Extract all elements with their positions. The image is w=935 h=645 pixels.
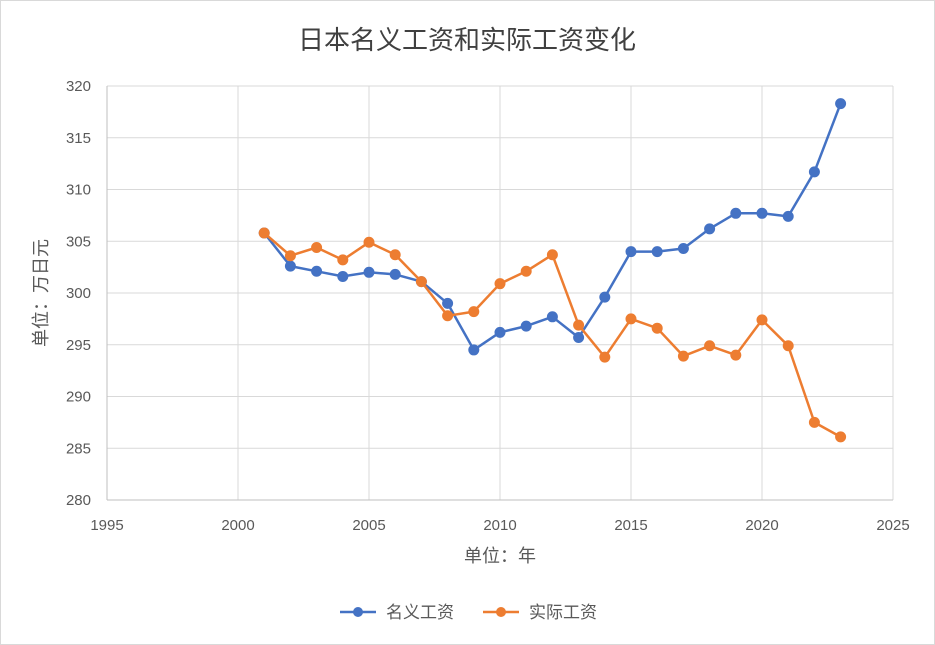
y-axis-label: 单位：万日元 (31, 239, 52, 347)
data-point-series-1 (756, 207, 768, 219)
x-tick-label: 2015 (614, 517, 647, 534)
data-point-series-2 (546, 249, 558, 261)
x-tick-label: 2020 (745, 517, 778, 534)
legend-marker-1 (353, 607, 363, 617)
data-point-series-1 (730, 207, 742, 219)
x-tick-label: 2025 (876, 517, 909, 534)
data-point-series-2 (599, 351, 611, 363)
data-point-series-1 (704, 223, 716, 235)
gridlines (107, 85, 894, 500)
data-point-series-2 (808, 416, 820, 428)
chart-title: 日本名义工资和实际工资变化 (298, 26, 636, 56)
legend: 名义工资 实际工资 (340, 603, 597, 623)
series-line-2 (263, 232, 842, 438)
x-tick-label: 1995 (90, 517, 123, 534)
data-point-series-1 (835, 98, 847, 110)
data-point-series-2 (704, 340, 716, 352)
data-point-series-2 (363, 236, 375, 248)
data-point-series-1 (311, 265, 323, 277)
data-point-series-1 (363, 266, 375, 278)
legend-label-2: 实际工资 (529, 603, 597, 623)
x-axis-label: 单位：年 (464, 546, 536, 567)
y-tick-label: 285 (66, 440, 91, 457)
y-tick-label: 305 (66, 233, 91, 250)
data-point-series-2 (756, 314, 768, 326)
data-point-series-2 (835, 431, 847, 443)
tick-labels: 280 285 290 295 300 305 310 315 320 1995 2000 2005 2… (66, 78, 910, 534)
data-point-series-2 (468, 306, 480, 318)
data-point-series-2 (415, 276, 427, 288)
data-point-series-2 (258, 227, 270, 239)
data-series (258, 98, 847, 443)
data-point-series-2 (442, 310, 454, 322)
data-point-series-1 (782, 210, 794, 222)
x-tick-label: 2005 (352, 517, 385, 534)
y-tick-label: 310 (66, 182, 91, 199)
data-point-series-2 (494, 278, 506, 290)
data-point-series-1 (494, 326, 506, 338)
data-point-series-1 (468, 344, 480, 356)
y-tick-label: 300 (66, 285, 91, 302)
legend-label-1: 名义工资 (386, 603, 454, 623)
data-point-series-1 (284, 260, 296, 272)
data-point-series-2 (284, 250, 296, 262)
data-point-series-2 (389, 249, 401, 261)
data-point-series-1 (442, 297, 454, 309)
y-tick-label: 315 (66, 130, 91, 147)
legend-marker-2 (496, 607, 506, 617)
data-point-series-1 (651, 246, 663, 258)
data-point-series-2 (677, 350, 689, 362)
data-point-series-1 (625, 246, 637, 258)
data-point-series-1 (677, 242, 689, 254)
data-point-series-1 (520, 320, 532, 332)
y-tick-label: 280 (66, 492, 91, 509)
y-tick-label: 320 (66, 78, 91, 95)
data-point-series-2 (782, 340, 794, 352)
x-tick-label: 2010 (483, 517, 516, 534)
data-point-series-1 (808, 166, 820, 178)
x-tick-label: 2000 (221, 517, 254, 534)
data-point-series-1 (546, 311, 558, 323)
data-point-series-2 (730, 349, 742, 361)
data-point-series-2 (520, 265, 532, 277)
data-point-series-2 (651, 322, 663, 334)
data-point-series-2 (337, 254, 349, 266)
y-tick-label: 290 (66, 389, 91, 406)
data-point-series-2 (625, 313, 637, 325)
data-point-series-2 (573, 319, 585, 331)
data-point-series-1 (389, 268, 401, 280)
y-tick-label: 295 (66, 337, 91, 354)
data-point-series-2 (311, 241, 323, 253)
data-point-series-1 (599, 291, 611, 303)
axes (106, 86, 893, 501)
data-point-series-1 (337, 270, 349, 282)
data-point-series-1 (573, 332, 585, 344)
